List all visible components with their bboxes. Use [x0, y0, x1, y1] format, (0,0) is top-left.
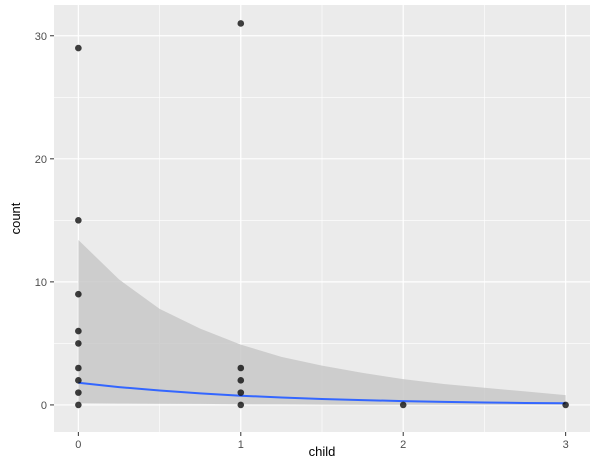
data-point: [237, 389, 245, 396]
data-point: [75, 389, 82, 396]
y-tick-label: 0: [41, 400, 47, 412]
y-tick-label: 10: [35, 277, 47, 289]
major-gridlines: [54, 5, 590, 432]
confidence-ribbon: [78, 240, 566, 405]
data-point: [75, 44, 82, 52]
data-point: [237, 401, 245, 409]
smooth-line: [78, 381, 566, 405]
data-point: [75, 364, 82, 372]
data-point: [399, 401, 407, 409]
y-axis-ticks: 0 10 20 30: [35, 31, 54, 412]
x-axis-title: child: [309, 444, 336, 459]
data-point: [237, 377, 245, 384]
scatter-points: [75, 20, 569, 409]
y-tick-label: 20: [35, 154, 47, 166]
x-axis-ticks: 0 1 2 3: [75, 432, 569, 451]
x-tick-label: 0: [75, 439, 81, 451]
x-tick-label: 1: [238, 439, 244, 451]
data-point: [75, 377, 82, 384]
x-tick-label: 2: [400, 439, 406, 451]
data-point: [75, 340, 82, 347]
x-tick-label: 3: [563, 439, 569, 451]
data-point: [237, 20, 245, 27]
y-tick-label: 30: [35, 31, 47, 43]
data-point: [562, 401, 569, 409]
y-axis-title: count: [8, 202, 23, 234]
data-point: [237, 364, 245, 372]
data-point: [75, 401, 82, 409]
data-point: [75, 217, 82, 224]
data-point: [75, 290, 82, 298]
data-point: [75, 327, 82, 335]
